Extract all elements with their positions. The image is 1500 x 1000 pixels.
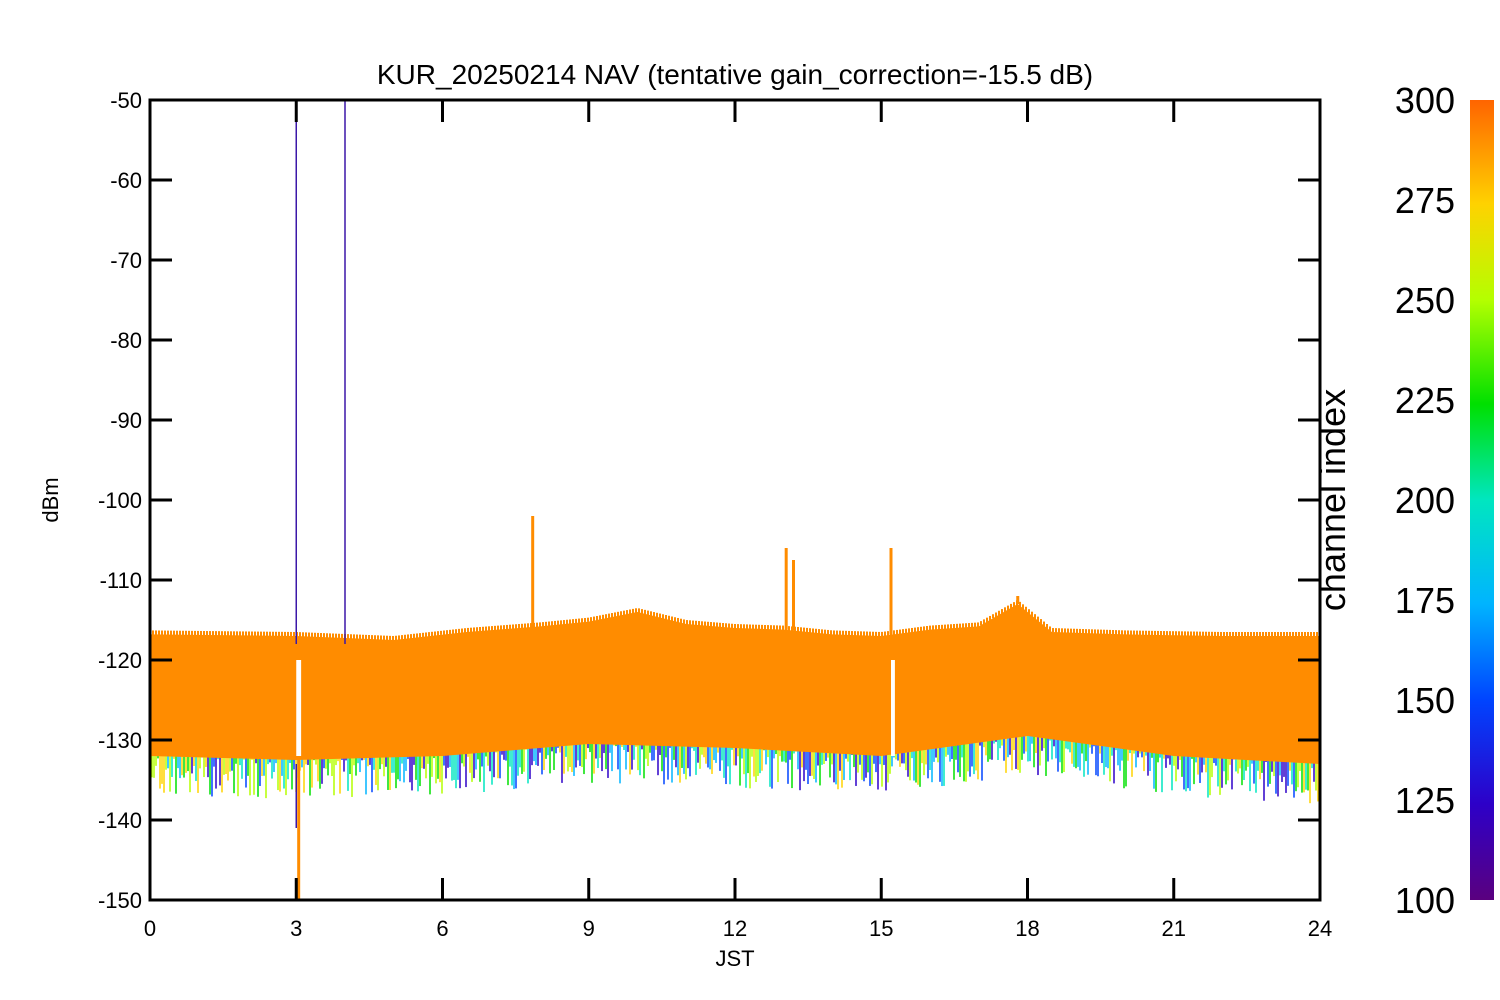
chart-title: KUR_20250214 NAV (tentative gain_correct… (377, 59, 1093, 90)
x-tick-label: 12 (723, 916, 747, 941)
x-tick-label: 6 (436, 916, 448, 941)
plot-data (150, 100, 1320, 900)
colorbar-tick-label: 125 (1395, 780, 1455, 821)
x-tick-label: 18 (1015, 916, 1039, 941)
x-tick-label: 0 (144, 916, 156, 941)
y-tick-label: -130 (98, 728, 142, 753)
colorbar-tick-label: 200 (1395, 480, 1455, 521)
colorbar-ticks: 300 275 250 225 200 175 150 125 100 (1395, 80, 1455, 921)
x-tick-label: 9 (583, 916, 595, 941)
data-gap (891, 660, 895, 756)
y-tick-label: -120 (98, 648, 142, 673)
y-tick-label: -100 (98, 488, 142, 513)
y-tick-label: -110 (100, 568, 142, 593)
colorbar-tick-label: 275 (1395, 180, 1455, 221)
colorbar (1470, 100, 1494, 900)
y-tick-label: -140 (98, 808, 142, 833)
plot-frame (148, 98, 1322, 902)
colorbar-tick-label: 150 (1395, 680, 1455, 721)
colorbar-tick-label: 250 (1395, 280, 1455, 321)
y-tick-label: -90 (110, 408, 142, 433)
y-tick-label: -50 (110, 88, 142, 113)
data-gap (296, 660, 302, 756)
colorbar-tick-label: 225 (1395, 380, 1455, 421)
colorbar-tick-label: 300 (1395, 80, 1455, 121)
x-axis: 0 3 6 9 12 15 18 21 24 (144, 100, 1332, 941)
x-tick-label: 24 (1308, 916, 1332, 941)
y-tick-label: -70 (110, 248, 142, 273)
colorbar-tick-label: 100 (1395, 880, 1455, 921)
y-axis: -50 -60 -70 -80 -90 -100 -110 -120 -130 -140 -150 (98, 88, 1320, 913)
x-axis-label: JST (715, 946, 754, 971)
x-tick-label: 21 (1162, 916, 1186, 941)
colorbar-tick-label: 175 (1395, 580, 1455, 621)
y-tick-label: -150 (98, 888, 142, 913)
x-tick-label: 3 (290, 916, 302, 941)
series-band (150, 604, 1320, 764)
y-tick-label: -60 (110, 168, 142, 193)
y-axis-label: dBm (38, 477, 63, 522)
x-tick-label: 15 (869, 916, 893, 941)
y-tick-label: -80 (110, 328, 142, 353)
colorbar-label: channel index (1312, 389, 1353, 611)
